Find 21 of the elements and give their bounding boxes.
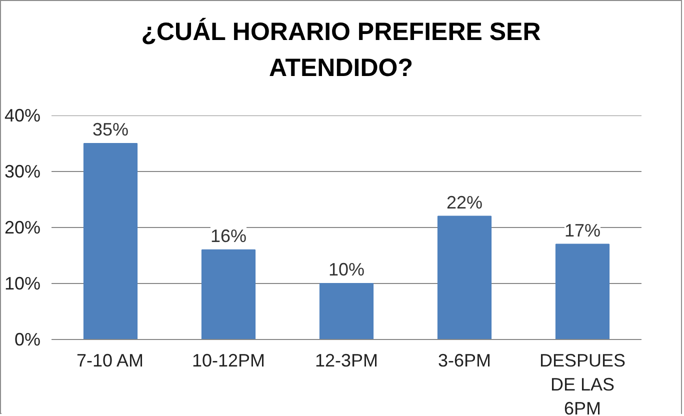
data-label: 35%	[92, 120, 129, 140]
y-tick-label: 20%	[4, 218, 41, 238]
y-tick-label: 0%	[14, 330, 40, 350]
bar	[319, 283, 374, 340]
x-tick-label: 10-12PM	[192, 350, 266, 370]
bar	[83, 143, 138, 340]
x-tick-label: DESPUES DE LAS 6PM	[539, 350, 626, 416]
bar	[555, 244, 610, 340]
x-tick-label: 7-10 AM	[76, 350, 144, 370]
bar	[201, 249, 256, 340]
data-label: 10%	[328, 260, 365, 280]
y-tick-label: 10%	[4, 274, 41, 294]
data-label: 17%	[564, 220, 601, 240]
y-tick-label: 40%	[4, 106, 41, 126]
chart-title: ¿CUÁL HORARIO PREFIERE SER ATENDIDO?	[140, 16, 542, 84]
data-label: 16%	[210, 226, 247, 246]
x-tick-label: 3-6PM	[438, 350, 492, 370]
x-tick-label: 12-3PM	[314, 350, 378, 370]
data-label: 22%	[446, 192, 483, 212]
bar	[437, 216, 492, 340]
y-tick-label: 30%	[4, 162, 41, 182]
